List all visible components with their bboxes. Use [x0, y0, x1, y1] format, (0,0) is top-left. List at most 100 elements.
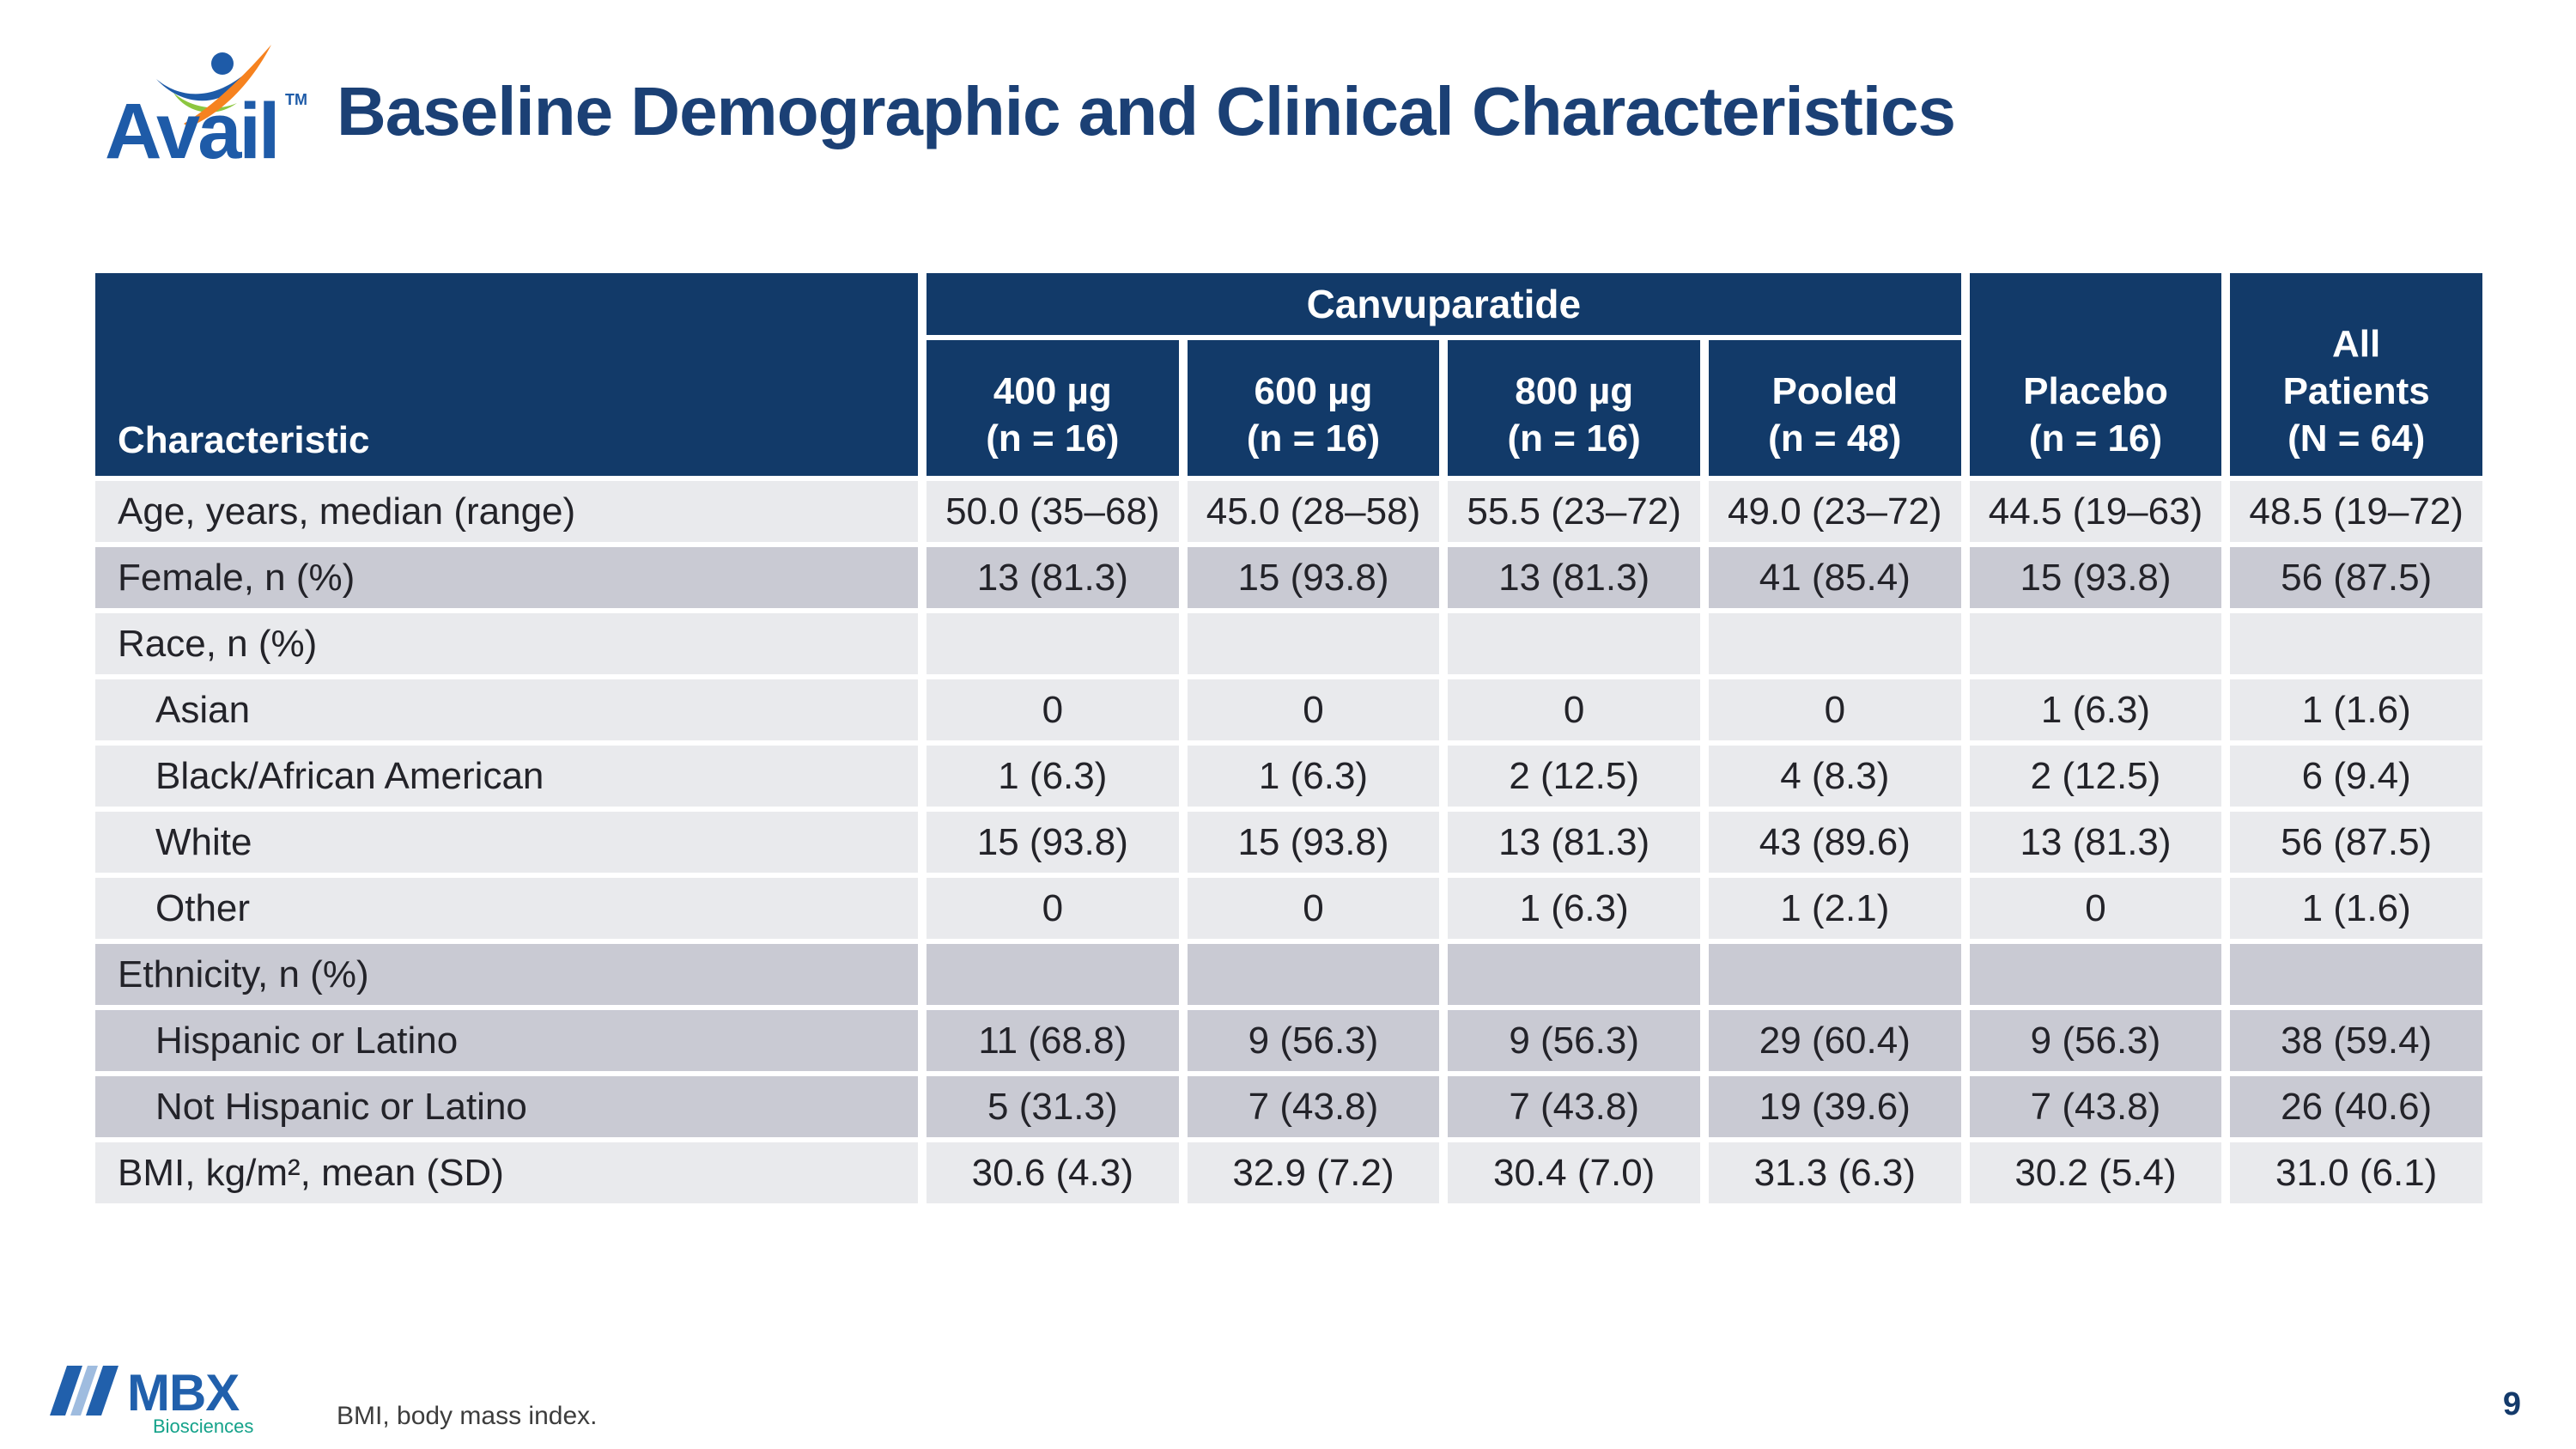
page-number: 9	[2502, 1386, 2521, 1422]
table-cell: 1 (2.1)	[1708, 878, 1961, 939]
table-cell	[1708, 944, 1961, 1005]
table-cell	[2230, 944, 2482, 1005]
table-cell: 19 (39.6)	[1708, 1076, 1961, 1137]
table-cell: 29 (60.4)	[1708, 1010, 1961, 1071]
table-cell: 43 (89.6)	[1708, 812, 1961, 873]
table-cell: 0	[927, 878, 1179, 939]
table-cell: 1 (1.6)	[2230, 878, 2482, 939]
table-cell	[1708, 613, 1961, 674]
table-cell	[927, 613, 1179, 674]
table-cell: 1 (6.3)	[1448, 878, 1700, 939]
table-cell: 13 (81.3)	[1448, 547, 1700, 608]
table-cell: 7 (43.8)	[1448, 1076, 1700, 1137]
table-cell: 30.2 (5.4)	[1969, 1142, 2222, 1203]
row-label-ethnicity: Ethnicity, n (%)	[95, 944, 918, 1005]
table-cell: 2 (12.5)	[1969, 746, 2222, 807]
table-cell: 9 (56.3)	[1187, 1010, 1440, 1071]
table-cell: 55.5 (23–72)	[1448, 481, 1700, 542]
table-cell: 50.0 (35–68)	[927, 481, 1179, 542]
table-cell: 49.0 (23–72)	[1708, 481, 1961, 542]
table-cell: 15 (93.8)	[1187, 547, 1440, 608]
table-cell: 41 (85.4)	[1708, 547, 1961, 608]
table-cell: 0	[1187, 679, 1440, 740]
table-cell: 13 (81.3)	[1448, 812, 1700, 873]
table-cell	[1448, 613, 1700, 674]
avail-logo: Avail TM	[105, 45, 307, 167]
table-cell: 7 (43.8)	[1187, 1076, 1440, 1137]
row-label-asian: Asian	[95, 679, 918, 740]
table-cell: 0	[1708, 679, 1961, 740]
table-cell	[1187, 613, 1440, 674]
group-header-canvuparatide: Canvuparatide	[927, 273, 1961, 335]
col-header-pooled: Pooled (n = 48)	[1708, 340, 1961, 476]
table-cell: 2 (12.5)	[1448, 746, 1700, 807]
row-label-bmi: BMI, kg/m², mean (SD)	[95, 1142, 918, 1203]
row-label-black-african-american: Black/African American	[95, 746, 918, 807]
table-cell: 9 (56.3)	[1448, 1010, 1700, 1071]
col-header-400ug: 400 µg (n = 16)	[927, 340, 1179, 476]
table-cell: 31.3 (6.3)	[1708, 1142, 1961, 1203]
table-cell: 0	[927, 679, 1179, 740]
table-cell	[1969, 944, 2222, 1005]
table-cell: 30.4 (7.0)	[1448, 1142, 1700, 1203]
table-cell	[1448, 944, 1700, 1005]
table-cell: 6 (9.4)	[2230, 746, 2482, 807]
table-cell	[927, 944, 1179, 1005]
table-cell: 0	[1969, 878, 2222, 939]
table-cell: 1 (6.3)	[1187, 746, 1440, 807]
table-cell: 0	[1187, 878, 1440, 939]
table-cell: 31.0 (6.1)	[2230, 1142, 2482, 1203]
table-cell: 48.5 (19–72)	[2230, 481, 2482, 542]
avail-logo-tm: TM	[285, 91, 307, 108]
table-cell: 45.0 (28–58)	[1187, 481, 1440, 542]
col-header-placebo: Placebo (n = 16)	[1969, 273, 2222, 476]
avail-swoosh-orange-icon	[184, 45, 271, 127]
avail-figure-head-icon	[211, 52, 234, 75]
table-cell: 1 (6.3)	[927, 746, 1179, 807]
mbx-mark-bar3-icon	[86, 1366, 118, 1416]
row-label-female: Female, n (%)	[95, 547, 918, 608]
demographics-table: Characteristic Canvuparatide 400 µg (n =…	[95, 273, 2482, 1203]
table-cell: 32.9 (7.2)	[1187, 1142, 1440, 1203]
table-cell: 38 (59.4)	[2230, 1010, 2482, 1071]
table-cell: 4 (8.3)	[1708, 746, 1961, 807]
col-header-800ug: 800 µg (n = 16)	[1448, 340, 1700, 476]
table-cell: 11 (68.8)	[927, 1010, 1179, 1071]
mbx-mark-bar2-icon	[70, 1366, 98, 1416]
page-title: Baseline Demographic and Clinical Charac…	[337, 73, 1956, 149]
table-cell	[1187, 944, 1440, 1005]
table-cell: 0	[1448, 679, 1700, 740]
mbx-logo-subtext: Biosciences	[153, 1416, 253, 1437]
table-cell: 44.5 (19–63)	[1969, 481, 2222, 542]
table-cell: 56 (87.5)	[2230, 812, 2482, 873]
table-cell	[2230, 613, 2482, 674]
table-cell	[1969, 613, 2222, 674]
table-cell: 15 (93.8)	[927, 812, 1179, 873]
table-cell: 5 (31.3)	[927, 1076, 1179, 1137]
footnote: BMI, body mass index.	[337, 1402, 598, 1430]
avail-logo-text: Avail	[105, 88, 277, 167]
mbx-logo-text: MBX	[127, 1364, 240, 1422]
table-cell: 56 (87.5)	[2230, 547, 2482, 608]
table-cell: 13 (81.3)	[1969, 812, 2222, 873]
row-label-white: White	[95, 812, 918, 873]
table-cell: 1 (1.6)	[2230, 679, 2482, 740]
row-label-hispanic-or-latino: Hispanic or Latino	[95, 1010, 918, 1071]
mbx-logo: MBX Biosciences	[50, 1364, 253, 1437]
table-cell: 15 (93.8)	[1187, 812, 1440, 873]
table-cell: 26 (40.6)	[2230, 1076, 2482, 1137]
mbx-mark-bar1-icon	[50, 1366, 82, 1416]
col-header-600ug: 600 µg (n = 16)	[1187, 340, 1440, 476]
row-label-age: Age, years, median (range)	[95, 481, 918, 542]
table-cell: 13 (81.3)	[927, 547, 1179, 608]
row-label-race: Race, n (%)	[95, 613, 918, 674]
table-cell: 1 (6.3)	[1969, 679, 2222, 740]
row-label-other: Other	[95, 878, 918, 939]
table-cell: 30.6 (4.3)	[927, 1142, 1179, 1203]
corner-header-characteristic: Characteristic	[95, 273, 918, 476]
table-cell: 7 (43.8)	[1969, 1076, 2222, 1137]
table-cell: 15 (93.8)	[1969, 547, 2222, 608]
table-cell: 9 (56.3)	[1969, 1010, 2222, 1071]
col-header-all-patients: All Patients (N = 64)	[2230, 273, 2482, 476]
